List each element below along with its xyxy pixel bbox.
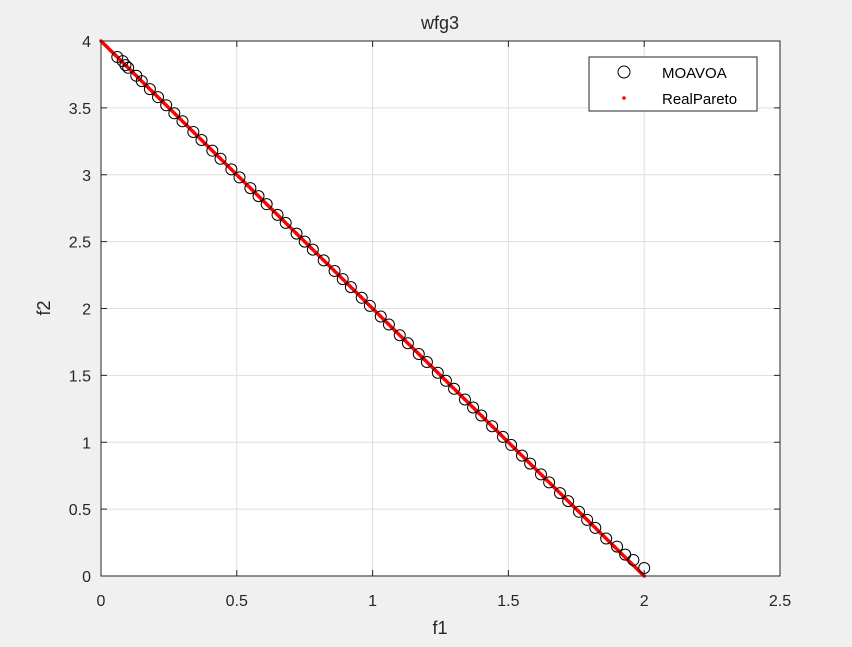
moavoa-point [543, 476, 556, 489]
moavoa-point [562, 495, 575, 508]
y-tick-label: 2 [82, 302, 91, 319]
moavoa-point [611, 540, 624, 553]
moavoa-point [393, 329, 406, 342]
moavoa-point [271, 208, 284, 221]
moavoa-point [420, 356, 433, 368]
moavoa-point [152, 91, 165, 104]
x-tick-label: 1 [368, 593, 377, 610]
moavoa-point [135, 75, 148, 88]
moavoa-point [374, 310, 387, 323]
moavoa-point [122, 61, 135, 74]
moavoa-point [382, 318, 395, 331]
y-tick-label: 0 [82, 569, 91, 586]
x-tick-label: 0.5 [226, 593, 248, 610]
x-tick-label: 2.5 [769, 593, 791, 610]
legend-marker-realpareto [622, 96, 626, 100]
y-tick-label: 3.5 [69, 101, 91, 118]
moavoa-point [448, 382, 461, 395]
x-tick-label: 0 [97, 593, 106, 610]
moavoa-point [336, 273, 349, 286]
moavoa-point [252, 190, 265, 203]
moavoa-point [187, 125, 200, 138]
moavoa-point [524, 457, 537, 470]
y-tick-label: 1.5 [69, 368, 91, 385]
y-tick-label: 3 [82, 168, 91, 185]
x-axis: 0 0.5 1 1.5 2 2.5 [97, 41, 791, 610]
legend-label-realpareto: RealPareto [662, 91, 737, 108]
moavoa-point [328, 265, 341, 278]
moavoa-point [458, 393, 471, 406]
moavoa-point [306, 243, 319, 256]
moavoa-point [290, 227, 303, 240]
moavoa-point [589, 521, 602, 534]
moavoa-point [233, 171, 246, 184]
moavoa-point [412, 347, 425, 360]
legend-label-moavoa: MOAVOA [662, 65, 727, 82]
y-tick-label: 0.5 [69, 502, 91, 519]
moavoa-point [467, 401, 480, 414]
moavoa-point [260, 198, 273, 211]
moavoa-point [143, 83, 156, 96]
moavoa-point [554, 487, 567, 500]
moavoa-point [431, 366, 444, 379]
moavoa-point [363, 299, 376, 312]
x-axis-label: f1 [432, 618, 447, 638]
y-tick-label: 2.5 [69, 235, 91, 252]
moavoa-point [627, 553, 640, 566]
moavoa-point [168, 107, 181, 120]
moavoa-point [119, 59, 132, 72]
moavoa-point [298, 235, 311, 248]
y-tick-label: 4 [82, 34, 91, 51]
moavoa-point [439, 374, 452, 387]
moavoa-point [401, 337, 414, 350]
moavoa-point [317, 254, 330, 267]
y-axis-label: f2 [34, 300, 54, 315]
moavoa-point [505, 438, 518, 451]
moavoa-point [486, 420, 499, 433]
x-tick-label: 2 [640, 593, 649, 610]
moavoa-point [195, 133, 208, 146]
y-tick-label: 1 [82, 435, 91, 452]
moavoa-point [225, 163, 238, 176]
moavoa-point [496, 430, 509, 443]
moavoa-series [111, 51, 651, 574]
moavoa-point [534, 468, 547, 481]
moavoa-point [573, 505, 586, 518]
moavoa-point [214, 152, 227, 165]
moavoa-point [206, 144, 219, 157]
moavoa-point [344, 281, 357, 294]
legend-box [588, 56, 758, 112]
moavoa-point [244, 182, 257, 195]
moavoa-point [160, 99, 173, 112]
legend-marker-moavoa [617, 65, 631, 79]
moavoa-point [279, 216, 292, 229]
moavoa-point [355, 291, 368, 304]
moavoa-point [475, 409, 488, 422]
moavoa-point [176, 115, 189, 128]
moavoa-point [600, 532, 613, 545]
moavoa-point [515, 449, 528, 462]
legend: MOAVOA RealPareto [588, 56, 758, 112]
chart-title: wfg3 [420, 13, 459, 33]
x-tick-label: 1.5 [497, 593, 519, 610]
y-axis: 0 0.5 1 1.5 2 2.5 3 3.5 4 [69, 34, 780, 586]
moavoa-point [581, 513, 594, 526]
